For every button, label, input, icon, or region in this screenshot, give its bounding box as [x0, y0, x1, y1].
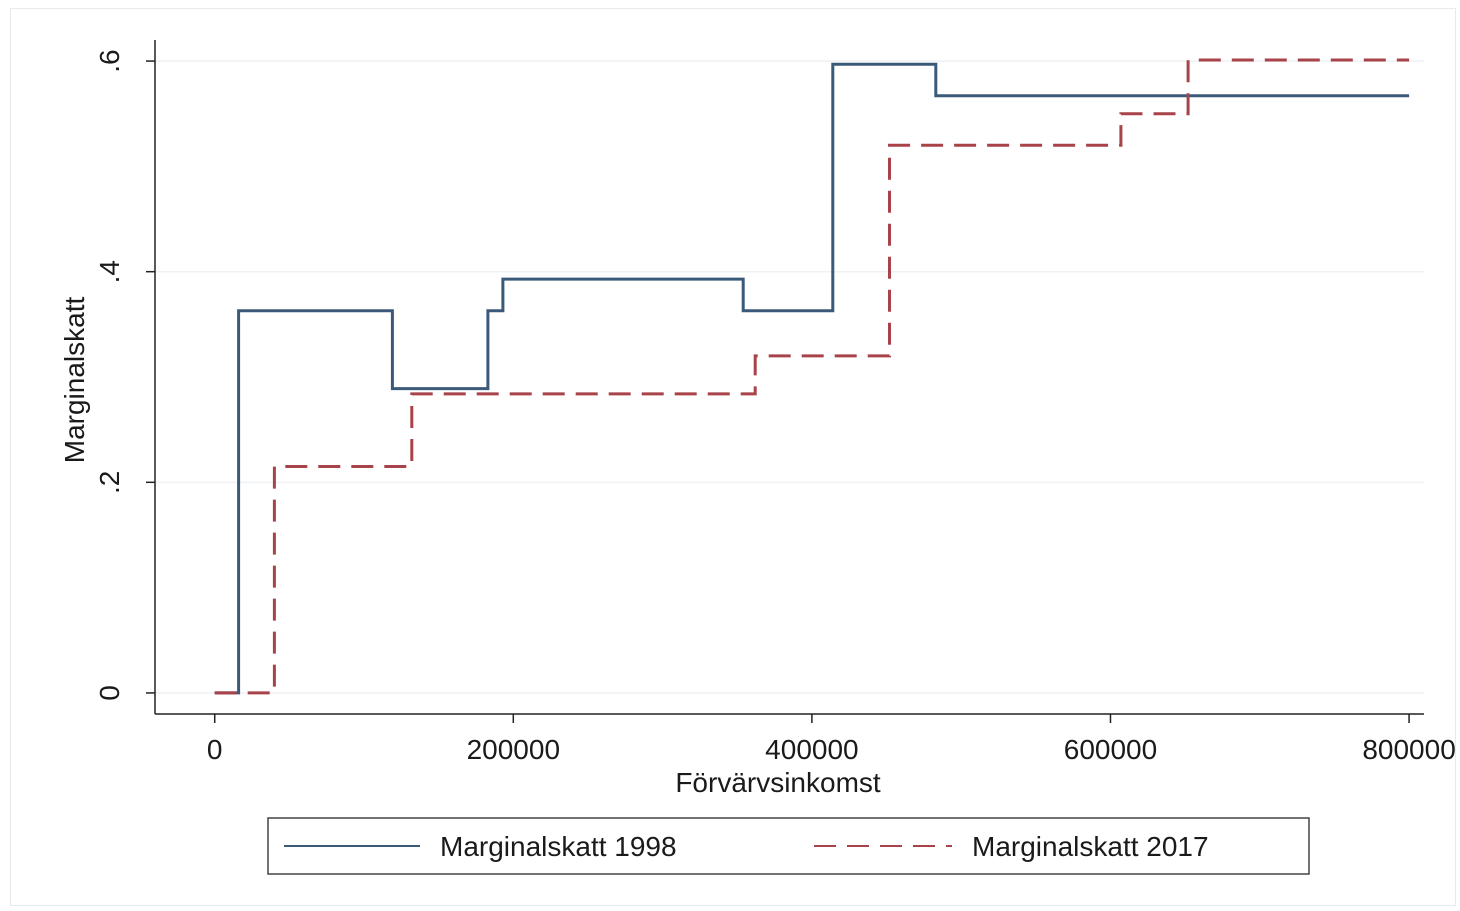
x-tick-label: 800000	[1362, 734, 1455, 765]
legend: Marginalskatt 1998 Marginalskatt 2017	[267, 817, 1310, 875]
y-tick-label: .4	[94, 260, 125, 283]
x-tick-label: 200000	[467, 734, 560, 765]
x-tick-label: 600000	[1064, 734, 1157, 765]
x-ticks: 0 200000 400000 600000 800000	[207, 714, 1456, 765]
series-line-1	[214, 58, 1410, 695]
x-axis-label: Förvärvsinkomst	[675, 767, 881, 798]
y-tick-label: 0	[94, 685, 125, 701]
legend-label-2017: Marginalskatt 2017	[972, 831, 1209, 862]
y-tick-label: .6	[94, 49, 125, 72]
x-tick-label: 400000	[765, 734, 858, 765]
chart-frame	[10, 8, 1456, 906]
y-tick-label: .2	[94, 471, 125, 494]
legend-label-1998: Marginalskatt 1998	[440, 831, 677, 862]
gridlines	[155, 60, 1424, 694]
x-tick-label: 0	[207, 734, 223, 765]
y-axis-label: Marginalskatt	[59, 297, 90, 464]
y-ticks: 0 .2 .4 .6	[94, 49, 155, 701]
series-line-0	[214, 62, 1410, 695]
legend-box	[267, 817, 1310, 875]
series-lines	[214, 58, 1410, 695]
